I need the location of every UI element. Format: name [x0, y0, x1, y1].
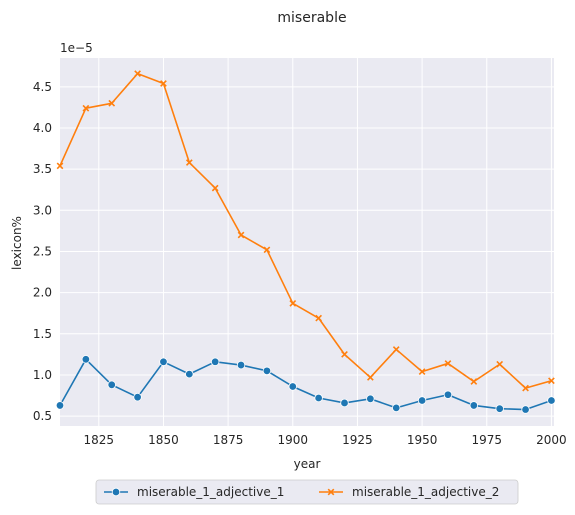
- data-point: [366, 394, 375, 404]
- legend-marker: [111, 487, 121, 497]
- data-point: [547, 396, 556, 405]
- x-tick-label: 2000: [536, 433, 567, 447]
- data-point: [55, 401, 65, 410]
- data-point: [443, 390, 453, 399]
- y-tick-label: 0.5: [33, 409, 52, 423]
- x-axis-label: year: [294, 457, 321, 471]
- data-point: [548, 377, 555, 385]
- data-point: [81, 355, 91, 364]
- x-tick-label: 1975: [471, 433, 502, 447]
- data-point: [496, 360, 504, 368]
- x-tick-label: 1950: [407, 433, 438, 447]
- data-point: [263, 246, 271, 254]
- data-point: [470, 378, 478, 385]
- plot-background: [60, 58, 554, 426]
- data-point: [211, 184, 219, 192]
- data-point: [417, 396, 427, 405]
- series-line-1: [59, 358, 552, 411]
- data-point: [159, 357, 168, 366]
- data-point: [236, 360, 246, 370]
- data-point: [521, 405, 530, 414]
- chart-title: miserable: [277, 10, 346, 26]
- legend: miserable_1_adjective_1 miserable_1_adjec…: [95, 479, 519, 505]
- data-point: [134, 70, 141, 78]
- y-tick-label: 2.5: [33, 244, 52, 258]
- y-tick-label: 2.0: [33, 286, 52, 300]
- data-point: [185, 369, 194, 379]
- legend-label: miserable_1_adjective_2: [352, 485, 499, 499]
- y-tick-label: 1.0: [33, 368, 52, 382]
- series-line-2: [59, 72, 552, 389]
- data-point: [495, 404, 504, 413]
- data-point: [288, 382, 297, 391]
- y-tick-label: 1.5: [33, 327, 52, 341]
- data-point: [522, 384, 529, 392]
- y-axis-label: lexicon%: [10, 216, 24, 270]
- data-point: [108, 99, 116, 107]
- data-point: [340, 398, 349, 408]
- data-point: [185, 159, 193, 166]
- y-tick-label: 3.5: [33, 162, 52, 176]
- data-point: [210, 357, 220, 366]
- data-point: [237, 231, 245, 239]
- data-point: [56, 162, 64, 170]
- legend-label: miserable_1_adjective_1: [137, 485, 284, 499]
- y-tick-label: 3.0: [33, 203, 52, 217]
- plot-area: [55, 58, 556, 426]
- data-point: [314, 393, 323, 403]
- y-tick-label: 4.0: [33, 121, 52, 135]
- data-point: [392, 346, 400, 353]
- data-point: [444, 360, 452, 367]
- data-point: [367, 374, 374, 381]
- x-tick-label: 1925: [342, 433, 373, 447]
- data-point: [418, 368, 426, 376]
- legend-box: [95, 479, 519, 505]
- data-point: [341, 351, 348, 358]
- data-point: [160, 80, 167, 87]
- y-tick-label: 4.5: [33, 80, 52, 94]
- x-tick-label: 1875: [213, 433, 244, 447]
- data-point: [469, 401, 479, 410]
- data-point: [289, 299, 297, 307]
- data-point: [262, 366, 272, 376]
- x-tick-label: 1900: [278, 433, 309, 447]
- data-point: [107, 380, 116, 390]
- data-point: [315, 314, 323, 322]
- x-tick-label: 1825: [84, 433, 115, 447]
- data-point: [82, 104, 90, 112]
- data-point: [133, 392, 142, 402]
- data-point: [392, 403, 401, 413]
- x-tick-label: 1850: [148, 433, 179, 447]
- y-offset-label: 1e−5: [60, 41, 93, 55]
- legend-marker: [327, 488, 335, 496]
